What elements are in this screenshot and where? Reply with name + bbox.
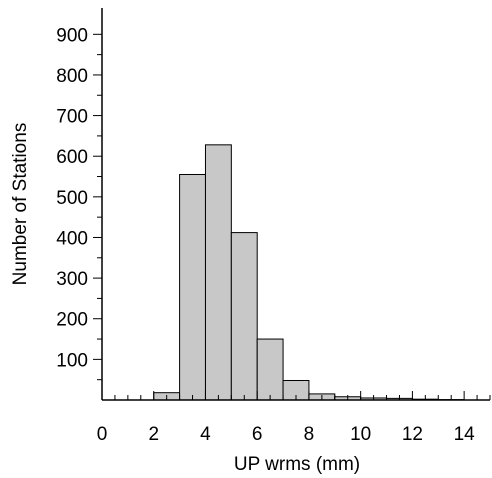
- y-tick-label: 800: [56, 66, 88, 87]
- histogram-bar: [256, 338, 284, 401]
- x-tick-label: 10: [350, 424, 371, 445]
- y-axis-label: Number of Stations: [10, 123, 31, 286]
- x-tick-label: 2: [148, 424, 159, 445]
- y-tick-label: 500: [56, 188, 88, 209]
- tick-labels-group: 0 2 4 6 8 10 12 14 100 200 300 400 500 600 700 800 900: [56, 25, 475, 445]
- bars-group: [153, 144, 465, 401]
- y-tick-label: 600: [56, 147, 88, 168]
- x-tick-label: 0: [97, 424, 108, 445]
- y-tick-label: 300: [56, 269, 88, 290]
- histogram-bar: [179, 173, 206, 401]
- axes-group: [93, 8, 491, 401]
- y-tick-label: 900: [56, 25, 88, 46]
- x-tick-label: 8: [304, 424, 315, 445]
- y-tick-label: 700: [56, 107, 88, 128]
- x-tick-label: 4: [200, 424, 211, 445]
- x-tick-label: 12: [402, 424, 423, 445]
- x-tick-label: 14: [454, 424, 476, 445]
- histogram-bar: [230, 232, 258, 401]
- y-tick-label: 400: [56, 228, 88, 249]
- y-tick-label: 200: [56, 310, 88, 331]
- histogram-bar: [204, 144, 232, 401]
- x-tick-label: 6: [252, 424, 263, 445]
- y-tick-label: 100: [56, 350, 88, 371]
- x-axis-label: UP wrms (mm): [234, 454, 360, 475]
